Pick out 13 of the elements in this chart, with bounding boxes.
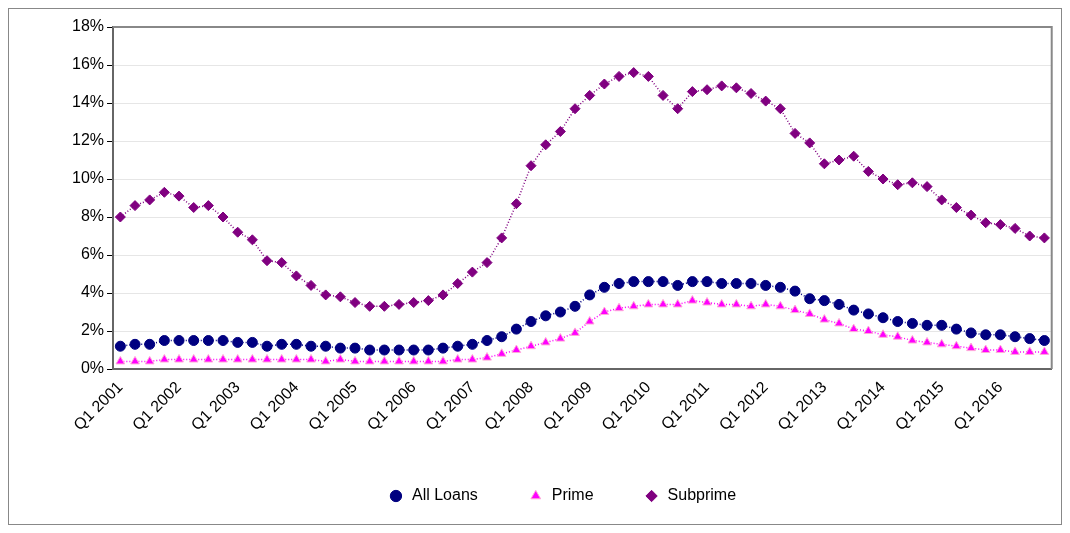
y-tick-label: 10% [71,169,105,187]
y-tick-label: 0% [80,359,105,377]
y-tick-label: 4% [80,283,105,301]
y-tick-label: 8% [80,207,105,225]
legend-label: Prime [551,486,594,504]
y-tick-label: 12% [71,131,105,149]
y-tick-label: 16% [71,55,105,73]
y-tick-label: 6% [80,245,105,263]
y-tick-label: 14% [71,93,105,111]
legend-label: All Loans [411,486,478,504]
y-tick-label: 2% [80,321,105,339]
y-tick-label: 18% [71,17,105,35]
legend-label: Subprime [667,486,737,504]
